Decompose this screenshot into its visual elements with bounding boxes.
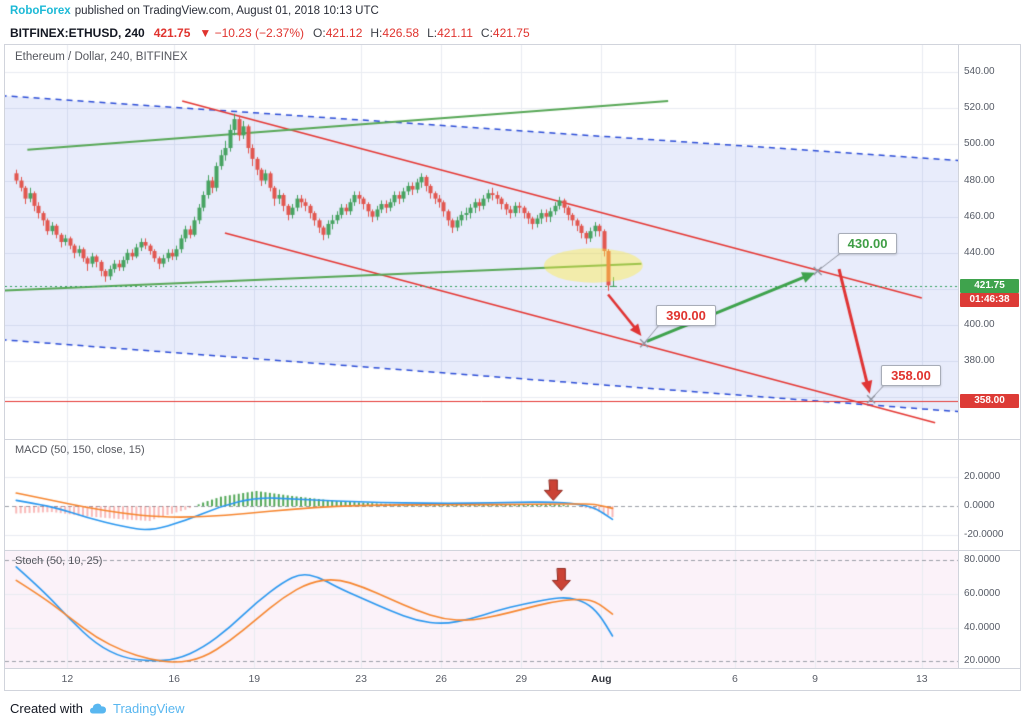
time-axis-label: Aug [591,673,612,685]
time-axis-label: 26 [435,673,448,685]
last-price-value: 421.75 [153,25,191,40]
tradingview-logo-icon[interactable] [89,702,107,715]
ohlc-close: C:421.75 [480,25,530,40]
pane-separator-stoch[interactable] [5,550,1020,551]
price-axis-label-main: 480.00 [964,174,995,186]
time-axis-label: 6 [731,673,738,685]
price-axis-label-main: 540.00 [964,66,995,78]
price-axis-label-stoch: 60.0000 [964,587,1001,599]
price-axis-label-macd: -20.0000 [964,529,1004,541]
price-axis-label-macd: 20.0000 [964,470,1001,482]
price-target-label-358[interactable]: 358.00 [881,365,941,387]
time-axis-label: 23 [355,673,367,685]
price-axis-label-macd: 0.0000 [964,500,995,512]
chart-watermark: Ethereum / Dollar, 240, BITFINEX [15,51,188,63]
level-358-badge: 358.00 [960,394,1019,409]
time-axis-label: 9 [812,673,818,685]
price-axis-label-main: 460.00 [964,210,995,222]
ohlc-low: L:421.11 [427,25,473,40]
time-axis-label: 19 [248,673,261,685]
tradingview-brand-link[interactable]: TradingView [112,700,185,716]
stoch-pane-label[interactable]: Stoch (50, 10, 25) [15,555,103,567]
price-axis[interactable]: 421.75 01:46:38 358.00 540.00 520.00 500.0… [958,45,1020,668]
price-axis-label-stoch: 40.0000 [964,621,1001,633]
ohlc-high: H:426.58 [370,25,420,40]
price-axis-label-main: 520.00 [964,102,995,114]
footer: Created with TradingView [0,691,1024,725]
price-axis-label-stoch: 20.0000 [964,655,1001,667]
publisher-bar: RoboForex published on TradingView.com, … [0,0,1024,21]
chart-canvas[interactable] [5,45,958,668]
last-price-badge: 421.75 [960,278,1019,293]
price-axis-label-main: 500.00 [964,138,995,150]
time-axis-label: 13 [915,673,928,685]
macd-pane-label[interactable]: MACD (50, 150, close, 15) [15,444,145,456]
price-axis-label-main: 440.00 [964,246,995,258]
publisher-brand-link[interactable]: RoboForex [10,4,71,17]
time-axis-label: 29 [515,673,528,685]
countdown-badge: 01:46:38 [960,292,1019,307]
created-with-text: Created with [10,700,83,716]
time-axis[interactable]: 12 16 19 23 26 29 Aug 6 9 13 [5,668,1020,690]
symbol-info-bar: BITFINEX:ETHUSD, 240 421.75 ▼ −10.23 (−2… [0,21,1024,44]
ohlc-open: O:421.12 [313,25,363,40]
price-target-label-390[interactable]: 390.00 [656,305,716,327]
price-axis-label-main: 400.00 [964,319,995,331]
price-axis-label-stoch: 80.0000 [964,554,1001,566]
ohlc-values: O:421.12 H:426.58 L:421.11 C:421.75 [313,26,530,40]
price-change-value: ▼ −10.23 (−2.37%) [199,25,305,40]
price-target-label-430[interactable]: 430.00 [837,232,898,254]
pane-separator-macd[interactable] [5,439,1020,440]
time-axis-label: 16 [168,673,181,685]
price-axis-label-main: 380.00 [964,355,995,367]
symbol-name[interactable]: BITFINEX:ETHUSD, 240 [10,25,145,40]
time-axis-label: 12 [61,673,74,685]
publisher-text: published on TradingView.com, August 01,… [74,4,379,17]
chart-container: Ethereum / Dollar, 240, BITFINEX MACD (5… [4,44,1021,691]
